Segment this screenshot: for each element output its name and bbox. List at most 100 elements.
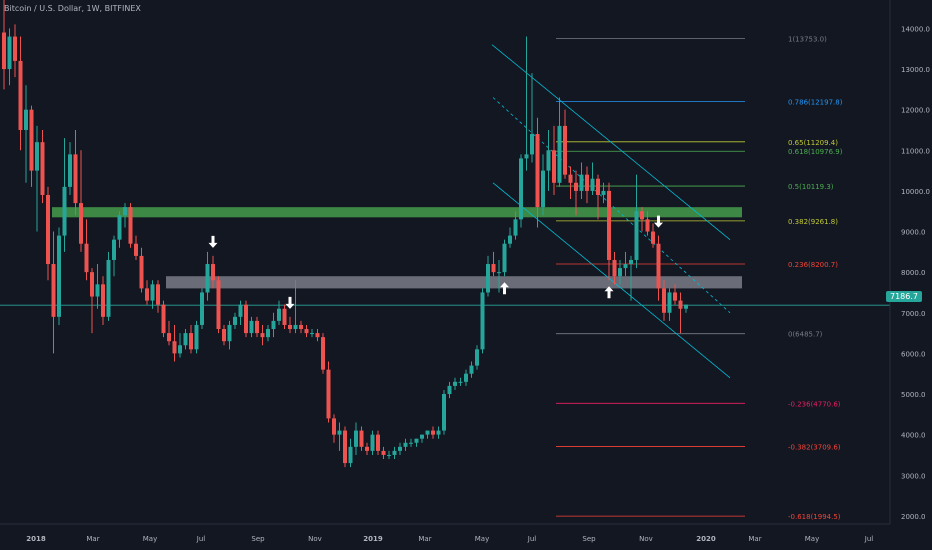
candle-body bbox=[326, 369, 331, 419]
candle-body bbox=[310, 333, 314, 335]
fib-level-label: 0.618(10976.9) bbox=[788, 148, 843, 156]
fib-level-label: 0(6485.7) bbox=[788, 331, 823, 339]
candle-body bbox=[84, 243, 89, 273]
candle-body bbox=[117, 215, 122, 240]
candle-body bbox=[596, 178, 600, 195]
x-tick-label: 2019 bbox=[363, 535, 383, 543]
candle-body bbox=[227, 324, 232, 342]
candle-body bbox=[95, 284, 100, 297]
x-tick-label: Mar bbox=[86, 535, 99, 543]
arrow-up-icon bbox=[604, 286, 614, 299]
candle-body bbox=[392, 450, 397, 455]
candle-body bbox=[18, 60, 23, 130]
candle-body bbox=[101, 284, 105, 317]
candle-body bbox=[629, 259, 633, 265]
candle-body bbox=[486, 264, 490, 293]
candle-body bbox=[409, 442, 413, 444]
candle-body bbox=[321, 337, 325, 370]
candle-body bbox=[359, 430, 364, 447]
candle-body bbox=[579, 174, 584, 191]
candle-body bbox=[365, 446, 369, 451]
candle-body bbox=[106, 259, 111, 317]
candle-body bbox=[673, 292, 677, 301]
candle-body bbox=[244, 304, 248, 334]
candle-body bbox=[156, 284, 160, 305]
fib-level-label: 0.382(9261.8) bbox=[788, 218, 838, 226]
candle-body bbox=[497, 272, 501, 274]
candle-body bbox=[123, 207, 127, 216]
candle-body bbox=[205, 264, 210, 293]
candle-body bbox=[57, 235, 61, 317]
candle-body bbox=[348, 446, 353, 464]
x-tick-label: 2020 bbox=[696, 535, 716, 543]
arrow-down-icon bbox=[285, 296, 295, 309]
y-tick-label: 9000.0 bbox=[901, 229, 926, 237]
candle-body bbox=[453, 381, 457, 386]
candle-body bbox=[222, 329, 226, 342]
candle-body bbox=[656, 243, 661, 289]
x-tick-label: Jul bbox=[196, 535, 206, 543]
candle-body bbox=[255, 320, 259, 334]
fib-level-label: 1(13753.0) bbox=[788, 35, 827, 43]
candle-body bbox=[442, 394, 446, 431]
candle-body bbox=[623, 264, 628, 269]
candle-body bbox=[90, 272, 94, 297]
candle-body bbox=[51, 264, 56, 317]
candle-body bbox=[233, 316, 237, 325]
x-tick-label: May bbox=[475, 535, 489, 543]
candle-body bbox=[480, 292, 485, 350]
candle-body bbox=[469, 365, 474, 374]
x-tick-label: May bbox=[805, 535, 819, 543]
arrow-down-icon bbox=[208, 235, 218, 248]
candle-body bbox=[590, 178, 595, 191]
candle-body bbox=[211, 264, 215, 281]
candle-body bbox=[574, 182, 578, 191]
y-tick-label: 11000.0 bbox=[901, 147, 930, 155]
candle-body bbox=[684, 304, 688, 309]
candle-body bbox=[343, 430, 347, 464]
candle-body bbox=[68, 154, 72, 187]
x-tick-label: Mar bbox=[418, 535, 431, 543]
candle-body bbox=[46, 194, 50, 265]
x-tick-label: Jul bbox=[864, 535, 874, 543]
candle-body bbox=[167, 333, 171, 342]
candle-body bbox=[387, 454, 391, 456]
x-tick-label: Nov bbox=[639, 535, 653, 543]
channel-lower-line bbox=[492, 182, 731, 379]
y-tick-label: 3000.0 bbox=[901, 472, 926, 480]
candle-body bbox=[189, 333, 193, 350]
candle-body bbox=[563, 125, 567, 175]
x-tick-label: Sep bbox=[582, 535, 596, 543]
fib-level-label: -0.618(1994.5) bbox=[788, 513, 841, 521]
candle-body bbox=[24, 109, 28, 130]
x-tick-label: May bbox=[143, 535, 157, 543]
candle-body bbox=[112, 239, 116, 260]
candle-body bbox=[161, 304, 166, 334]
candle-body bbox=[585, 174, 589, 191]
candle-body bbox=[260, 333, 265, 338]
candle-body bbox=[35, 142, 39, 171]
y-tick-label: 13000.0 bbox=[901, 66, 930, 74]
candle-body bbox=[79, 203, 83, 244]
candle-body bbox=[73, 154, 78, 204]
candle-body bbox=[249, 320, 254, 334]
candle-body bbox=[370, 434, 375, 451]
candle-body bbox=[145, 288, 149, 301]
candle-body bbox=[403, 442, 408, 447]
fib-level-label: -0.236(4770.6) bbox=[788, 400, 841, 408]
candle-body bbox=[458, 381, 463, 383]
candle-body bbox=[139, 255, 144, 289]
candle-body bbox=[535, 134, 540, 208]
candle-body bbox=[337, 430, 342, 435]
candle-body bbox=[7, 36, 12, 70]
candle-body bbox=[381, 450, 386, 455]
candle-body bbox=[376, 434, 380, 451]
candle-body bbox=[464, 373, 468, 382]
candle-body bbox=[172, 341, 177, 354]
candle-body bbox=[266, 329, 270, 338]
support-zone bbox=[166, 276, 742, 289]
fib-level-label: 0.5(10119.3) bbox=[788, 183, 834, 191]
candle-body bbox=[475, 349, 479, 366]
candle-body bbox=[40, 142, 45, 195]
